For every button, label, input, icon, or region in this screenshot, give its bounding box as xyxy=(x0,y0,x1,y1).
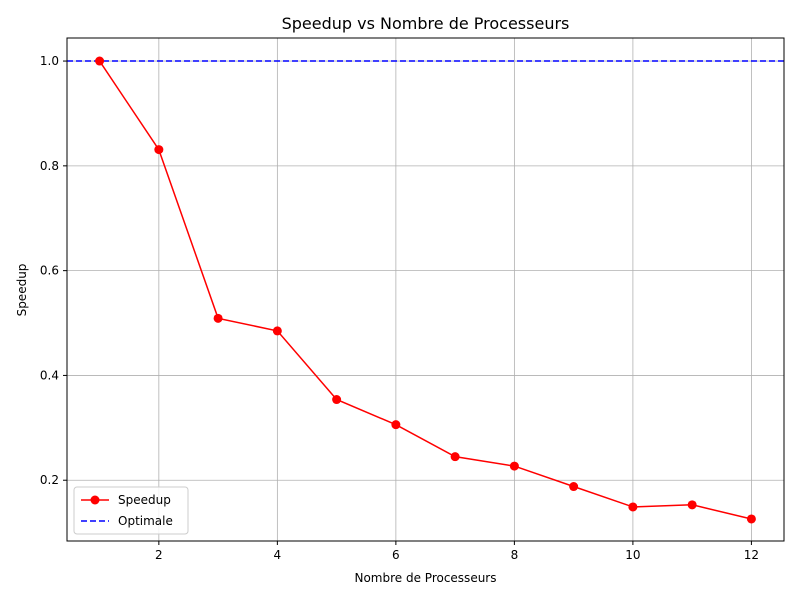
x-tick-label: 12 xyxy=(744,548,759,562)
speedup-point xyxy=(95,56,105,66)
y-tick-label: 1.0 xyxy=(40,54,59,68)
speedup-point xyxy=(213,313,223,323)
x-tick-label: 2 xyxy=(155,548,163,562)
x-tick-label: 10 xyxy=(625,548,640,562)
plot-area: 2 4 6 8 10 12 0.2 0.4 0.6 0.8 1.0 xyxy=(40,37,785,562)
chart-title: Speedup vs Nombre de Processeurs xyxy=(282,14,570,33)
y-tick-label: 0.4 xyxy=(40,368,59,382)
x-tick-label: 6 xyxy=(392,548,400,562)
speedup-point xyxy=(272,326,282,336)
speedup-point xyxy=(509,461,519,471)
axes-frame xyxy=(66,37,785,542)
x-axis-label: Nombre de Processeurs xyxy=(354,571,496,585)
y-tick-label: 0.2 xyxy=(40,473,59,487)
speedup-point xyxy=(154,145,164,155)
y-tick-label: 0.6 xyxy=(40,264,59,278)
speedup-line xyxy=(98,60,752,520)
legend: Speedup Optimale xyxy=(73,486,189,535)
speedup-point xyxy=(332,395,342,405)
legend-box xyxy=(73,486,189,535)
speedup-point xyxy=(687,500,697,510)
speedup-point xyxy=(450,452,460,462)
speedup-point xyxy=(628,502,638,512)
speedup-point xyxy=(746,514,756,524)
legend-speedup-marker xyxy=(90,495,100,505)
speedup-point xyxy=(569,482,579,492)
y-axis-label: Speedup xyxy=(15,264,29,317)
x-tick-label: 8 xyxy=(511,548,519,562)
legend-optimale-label: Optimale xyxy=(118,514,173,528)
y-tick-label: 0.8 xyxy=(40,159,59,173)
legend-speedup-label: Speedup xyxy=(118,493,171,507)
speedup-point xyxy=(391,420,401,430)
x-tick-label: 4 xyxy=(274,548,282,562)
